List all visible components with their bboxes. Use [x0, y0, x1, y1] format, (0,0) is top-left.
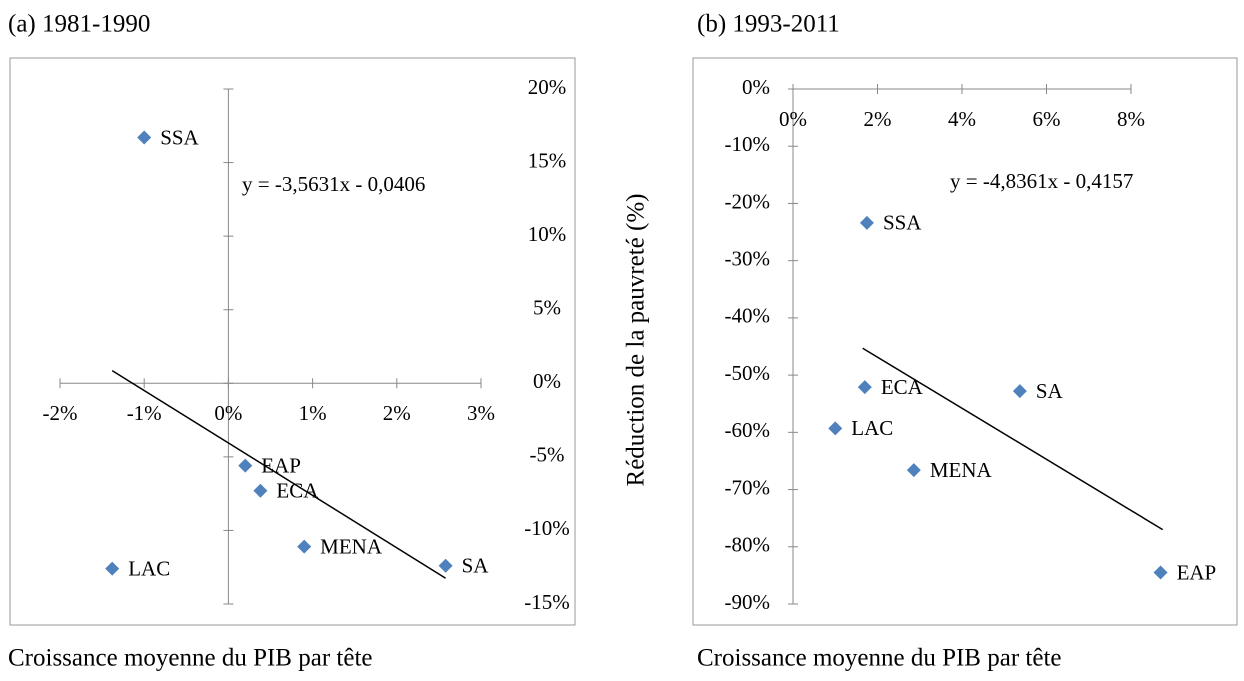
y-tick-label: -30% [725, 246, 771, 270]
chart-title: (b) 1993-2011 [697, 11, 840, 38]
point [105, 561, 120, 576]
y-tick-label: 20% [528, 75, 567, 99]
y-tick-label: -10% [524, 516, 570, 540]
trendline-equation: y = -3,5631x - 0,0406 [242, 172, 425, 196]
point-label: LAC [128, 556, 170, 580]
y-tick-label: -15% [524, 590, 570, 614]
point [828, 421, 843, 436]
x-tick-label: -2% [43, 401, 78, 425]
plot-frame [9, 57, 576, 626]
y-tick-label: 0% [742, 75, 770, 99]
x-tick-label: 8% [1117, 107, 1145, 131]
y-tick-label: -20% [725, 189, 771, 213]
x-axis-title: Croissance moyenne du PIB par tête [697, 645, 1062, 672]
point [297, 539, 312, 554]
y-tick-label: -10% [725, 132, 771, 156]
y-tick-label: 0% [533, 369, 561, 393]
point [857, 380, 872, 395]
point [906, 463, 921, 478]
y-tick-label: -50% [725, 361, 771, 385]
point [253, 483, 268, 498]
point-label: MENA [320, 534, 383, 558]
y-tick-label: 15% [528, 148, 567, 172]
x-tick-label: -1% [127, 401, 162, 425]
x-tick-label: 3% [467, 401, 495, 425]
point [1153, 565, 1168, 580]
point [438, 558, 453, 573]
x-tick-label: 2% [864, 107, 892, 131]
point-label: LAC [851, 416, 893, 440]
x-tick-label: 0% [214, 401, 242, 425]
point [137, 130, 152, 145]
y-tick-label: 10% [528, 222, 567, 246]
point-label: EAP [261, 453, 301, 477]
point-label: SSA [883, 211, 922, 235]
trendline [862, 347, 1164, 531]
x-tick-label: 4% [948, 107, 976, 131]
y-tick-label: -90% [725, 590, 771, 614]
point [238, 458, 253, 473]
y-axis-title: Réduction de la pauvreté (%) [623, 194, 650, 487]
y-tick-label: -60% [725, 418, 771, 442]
point [1012, 384, 1027, 399]
x-tick-label: 0% [779, 107, 807, 131]
y-tick-label: -70% [725, 475, 771, 499]
y-tick-label: -40% [725, 304, 771, 328]
trendline-equation: y = -4,8361x - 0,4157 [950, 169, 1133, 193]
point-label: ECA [881, 375, 924, 399]
x-axis-title: Croissance moyenne du PIB par tête [8, 645, 373, 672]
trendline [111, 369, 447, 579]
plot-frame [692, 57, 1238, 626]
x-tick-label: 6% [1033, 107, 1061, 131]
y-tick-label: -5% [530, 443, 565, 467]
point-label: SSA [160, 125, 199, 149]
y-tick-label: 5% [533, 296, 561, 320]
x-tick-label: 2% [383, 401, 411, 425]
chart-title: (a) 1981-1990 [8, 11, 150, 38]
point-label: EAP [1177, 560, 1217, 584]
x-tick-label: 1% [299, 401, 327, 425]
point [859, 215, 874, 230]
point-label: SA [1036, 379, 1064, 403]
y-tick-label: -80% [725, 533, 771, 557]
point-label: ECA [276, 479, 319, 503]
point-label: SA [462, 554, 490, 578]
point-label: MENA [930, 458, 993, 482]
